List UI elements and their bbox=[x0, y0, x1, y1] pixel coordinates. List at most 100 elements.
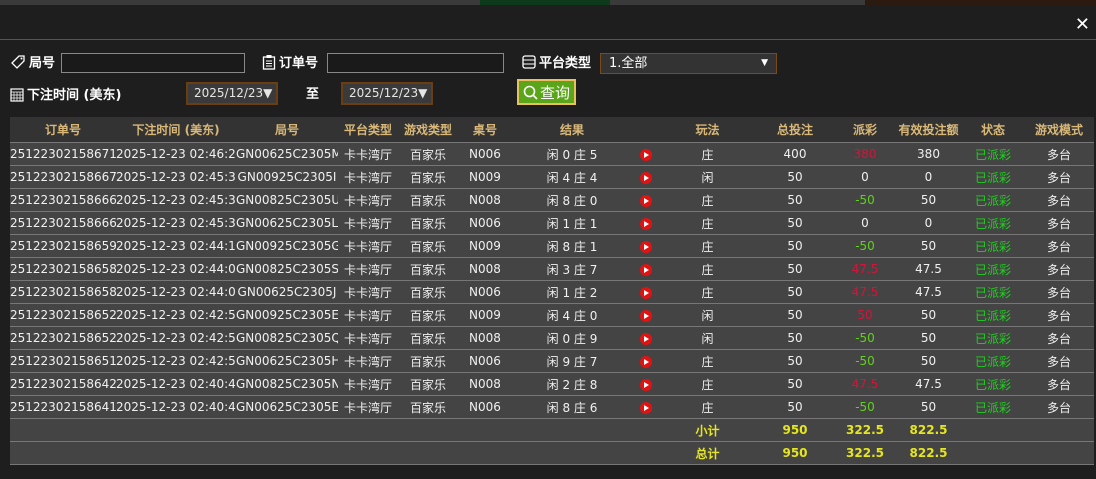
close-icon[interactable]: ✕ bbox=[1074, 14, 1090, 35]
column-header: 派彩 bbox=[835, 117, 895, 143]
total-bet: 50 bbox=[755, 188, 835, 212]
round-id: GN00925C2305I bbox=[236, 165, 338, 189]
table-row: 251223021586716 2025-12-23 02:46:24 GN0062… bbox=[10, 142, 1094, 166]
column-header: 平台类型 bbox=[338, 117, 398, 143]
table-row: 251223021586666 2025-12-23 02:45:36 GN0062… bbox=[10, 211, 1094, 235]
payout: -50 bbox=[835, 234, 895, 258]
table-id: N009 bbox=[458, 303, 512, 327]
total-label: 总计 bbox=[660, 441, 755, 465]
platform-select[interactable]: 1.全部 ▼ bbox=[600, 53, 777, 74]
result: 闲 4 庄 4 bbox=[512, 165, 632, 189]
round-id: GN00825C2305U bbox=[236, 188, 338, 212]
table-id: N006 bbox=[458, 395, 512, 419]
subtotal-payout: 322.5 bbox=[835, 418, 895, 442]
game-mode: 多台 bbox=[1024, 326, 1094, 350]
date-from-picker[interactable]: 2025/12/23▼ bbox=[186, 82, 278, 105]
result: 闲 2 庄 8 bbox=[512, 372, 632, 396]
order-input[interactable] bbox=[327, 53, 504, 73]
payout: -50 bbox=[835, 326, 895, 350]
platform-label: 平台类型 bbox=[522, 52, 591, 71]
play-video-icon[interactable] bbox=[640, 332, 652, 345]
bet-time: 2025-12-23 02:45:36 bbox=[116, 211, 236, 235]
play-video-icon[interactable] bbox=[640, 171, 652, 184]
platform: 卡卡湾厅 bbox=[338, 280, 398, 304]
status: 已派彩 bbox=[962, 303, 1024, 327]
replay-cell bbox=[632, 165, 660, 189]
game-mode: 多台 bbox=[1024, 165, 1094, 189]
order-id: 251223021586716 bbox=[10, 142, 116, 166]
column-header: 有效投注额 bbox=[895, 117, 962, 143]
replay-cell bbox=[632, 211, 660, 235]
valid-bet: 0 bbox=[895, 211, 962, 235]
status: 已派彩 bbox=[962, 395, 1024, 419]
result: 闲 1 庄 2 bbox=[512, 280, 632, 304]
column-header: 局号 bbox=[236, 117, 338, 143]
game-type: 百家乐 bbox=[398, 234, 458, 258]
order-id: 251223021586524 bbox=[10, 303, 116, 327]
result: 闲 0 庄 9 bbox=[512, 326, 632, 350]
bet-time: 2025-12-23 02:40:44 bbox=[116, 372, 236, 396]
total-bet: 50 bbox=[755, 234, 835, 258]
table-row: 251223021586520 2025-12-23 02:42:55 GN0082… bbox=[10, 326, 1094, 350]
game-mode: 多台 bbox=[1024, 395, 1094, 419]
bet-time: 2025-12-23 02:46:24 bbox=[116, 142, 236, 166]
bet-type: 庄 bbox=[660, 349, 755, 373]
payout: 380 bbox=[835, 142, 895, 166]
game-mode: 多台 bbox=[1024, 234, 1094, 258]
play-video-icon[interactable] bbox=[640, 194, 652, 207]
table-id: N006 bbox=[458, 280, 512, 304]
game-mode: 多台 bbox=[1024, 188, 1094, 212]
status: 已派彩 bbox=[962, 142, 1024, 166]
bet-time: 2025-12-23 02:44:13 bbox=[116, 234, 236, 258]
play-video-icon[interactable] bbox=[640, 355, 652, 368]
valid-bet: 0 bbox=[895, 165, 962, 189]
play-video-icon[interactable] bbox=[640, 378, 652, 391]
replay-cell bbox=[632, 326, 660, 350]
date-to-picker[interactable]: 2025/12/23▼ bbox=[341, 82, 433, 105]
bet-type: 闲 bbox=[660, 165, 755, 189]
status: 已派彩 bbox=[962, 188, 1024, 212]
subtotal-valid-bet: 822.5 bbox=[895, 418, 962, 442]
total-bet: 50 bbox=[755, 257, 835, 281]
to-label: 至 bbox=[306, 87, 320, 102]
valid-bet: 50 bbox=[895, 303, 962, 327]
play-video-icon[interactable] bbox=[640, 217, 652, 230]
bet-type: 庄 bbox=[660, 372, 755, 396]
replay-cell bbox=[632, 234, 660, 258]
valid-bet: 47.5 bbox=[895, 372, 962, 396]
round-input[interactable] bbox=[61, 53, 245, 73]
play-video-icon[interactable] bbox=[640, 286, 652, 299]
play-video-icon[interactable] bbox=[640, 309, 652, 322]
subtotal-row: 小计 950 322.5 822.5 bbox=[10, 418, 1094, 442]
valid-bet: 47.5 bbox=[895, 257, 962, 281]
game-type: 百家乐 bbox=[398, 280, 458, 304]
replay-cell bbox=[632, 142, 660, 166]
status: 已派彩 bbox=[962, 257, 1024, 281]
valid-bet: 50 bbox=[895, 234, 962, 258]
play-video-icon[interactable] bbox=[640, 401, 652, 414]
payout: 47.5 bbox=[835, 280, 895, 304]
tag-icon bbox=[11, 54, 25, 69]
column-header: 状态 bbox=[962, 117, 1024, 143]
column-header: 游戏类型 bbox=[398, 117, 458, 143]
total-bet: 50 bbox=[755, 372, 835, 396]
game-type: 百家乐 bbox=[398, 211, 458, 235]
play-video-icon[interactable] bbox=[640, 263, 652, 276]
column-header: 总投注 bbox=[755, 117, 835, 143]
table-row: 251223021586586 2025-12-23 02:44:05 GN0062… bbox=[10, 280, 1094, 304]
game-mode: 多台 bbox=[1024, 142, 1094, 166]
query-button[interactable]: 查询 bbox=[517, 79, 576, 105]
background-strip bbox=[0, 0, 1096, 5]
order-id: 251223021586520 bbox=[10, 326, 116, 350]
result: 闲 3 庄 7 bbox=[512, 257, 632, 281]
column-header: 游戏模式 bbox=[1024, 117, 1094, 143]
play-video-icon[interactable] bbox=[640, 240, 652, 253]
game-type: 百家乐 bbox=[398, 326, 458, 350]
result: 闲 8 庄 0 bbox=[512, 188, 632, 212]
table-row: 251223021586418 2025-12-23 02:40:42 GN0062… bbox=[10, 395, 1094, 419]
table-id: N006 bbox=[458, 211, 512, 235]
total-valid-bet: 822.5 bbox=[895, 441, 962, 465]
play-video-icon[interactable] bbox=[640, 148, 652, 161]
game-type: 百家乐 bbox=[398, 142, 458, 166]
bet-time: 2025-12-23 02:45:39 bbox=[116, 165, 236, 189]
